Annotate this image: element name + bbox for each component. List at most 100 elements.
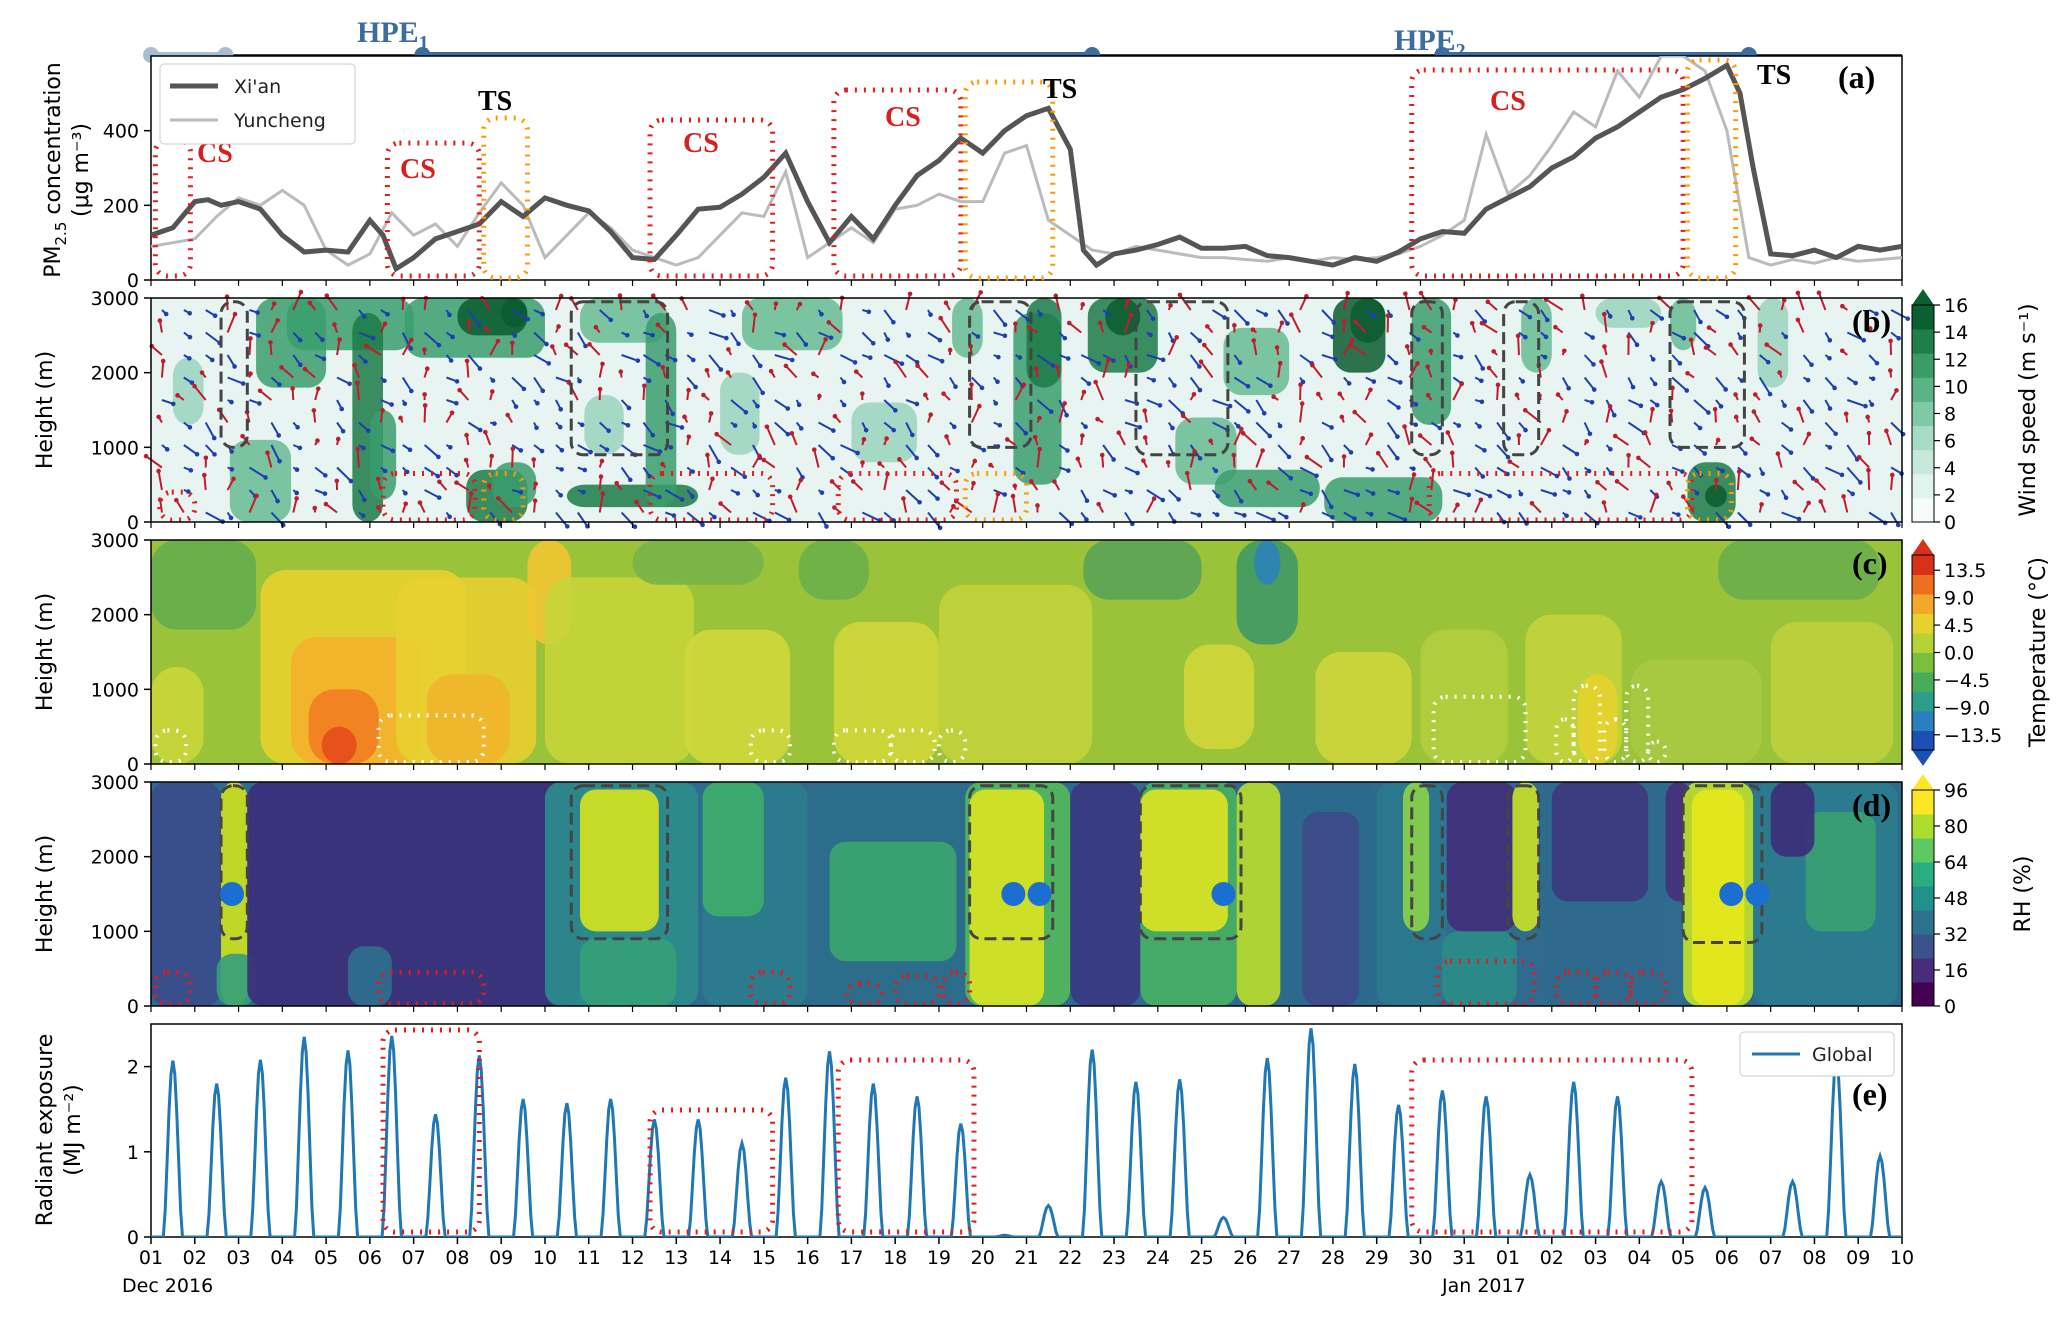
wind-vector-head (1591, 362, 1596, 367)
wind-vector (1145, 498, 1155, 513)
wind-vector-head (231, 476, 236, 482)
wind-vector-head (1266, 480, 1271, 485)
ts-annotation: TS (478, 86, 512, 117)
colorbar-tick-label: −13.5 (1944, 725, 2002, 747)
wind-vector-head (1574, 451, 1580, 457)
wind-vector-head (1869, 402, 1875, 407)
jan-2017-label: Jan 2017 (1441, 1275, 1526, 1297)
wind-vector (1496, 384, 1499, 401)
wind-vector (401, 376, 413, 392)
wind-vector-head (1728, 342, 1733, 347)
rh-patch (1446, 782, 1517, 932)
wind-vector-head (1128, 489, 1134, 495)
wind-vector-head (1151, 377, 1157, 383)
wind-vector (1321, 489, 1333, 508)
wind-vector (1080, 354, 1100, 365)
wind-vector (970, 405, 981, 423)
wind-vector (1416, 501, 1432, 514)
wind-vector-head (744, 300, 750, 305)
wind-vector-head (1449, 450, 1455, 456)
colorbar-tick-label: 0 (1944, 512, 1956, 534)
wind-vector-head (1250, 327, 1256, 332)
wind-vector-head (1310, 362, 1315, 368)
wind-vector-head (1237, 360, 1243, 366)
humid-event-box (1410, 784, 1444, 941)
cs-box (748, 969, 793, 1007)
wind-vector (883, 473, 889, 491)
wind-vector-head (1271, 394, 1276, 399)
ytick-label: 0 (127, 754, 139, 776)
wind-vector-head (436, 495, 442, 500)
wind-vector-head (1402, 424, 1407, 429)
wind-vector-head (347, 381, 352, 387)
wind-vector-head (454, 379, 460, 384)
colorbar-tick-label: 16 (1944, 960, 1968, 982)
wind-vector-head (1368, 512, 1374, 517)
wind-vector-head (1792, 479, 1798, 485)
wind-vector-head (732, 423, 738, 428)
wind-vector (1058, 403, 1066, 423)
wind-vector-head (782, 342, 787, 347)
wind-vector-head (1480, 366, 1486, 371)
xtick-label: 29 (1365, 1247, 1389, 1269)
wind-vector (1781, 511, 1800, 520)
wind-vector (1846, 466, 1862, 484)
wind-vector (939, 317, 951, 334)
wind-vector-head (579, 422, 585, 428)
wind-vector-head (593, 324, 599, 330)
wind-vector (840, 354, 856, 364)
wind-vector-head (1650, 406, 1655, 412)
wind-vector (576, 511, 589, 527)
wind-vector-head (1142, 408, 1148, 413)
wind-vector-head (382, 468, 388, 474)
wind-vector-head (1841, 494, 1846, 499)
wind-vector-head (1304, 454, 1310, 460)
wind-vector-head (981, 447, 987, 453)
xtick-label: 19 (927, 1247, 951, 1269)
wind-vector-head (1004, 437, 1010, 442)
xtick-label: 14 (708, 1247, 732, 1269)
wind-vector-head (1724, 314, 1730, 320)
wind-vector-head (1479, 378, 1484, 384)
wind-vector-head (1863, 403, 1868, 409)
wind-vector-head (1017, 355, 1023, 360)
colorbar-extend (1912, 774, 1934, 790)
wind-vector (533, 331, 548, 345)
wind-vector-head (194, 451, 200, 457)
wind-vector-head (1037, 415, 1042, 421)
wind-vector-head (403, 501, 409, 507)
wind-vector (1846, 399, 1866, 408)
wind-vector-head (724, 335, 729, 341)
wind-vector-head (540, 311, 545, 317)
wind-vector-head (525, 316, 531, 322)
wind-vector (905, 489, 921, 503)
wind-vector-head (257, 388, 263, 394)
wind-vector-head (1066, 320, 1072, 326)
wind-speed-patch (1324, 477, 1443, 522)
cs-box (380, 1027, 482, 1235)
wind-vector-head (1415, 361, 1420, 366)
wind-vector (1649, 494, 1658, 513)
wind-vector (1474, 489, 1491, 498)
panel-d: (d) Height (m) 0 1000 2000 3000 (33, 772, 1903, 1018)
wind-vector-head (380, 407, 385, 413)
wind-vector-head (335, 436, 341, 442)
ytick-label: 3000 (91, 288, 139, 310)
wind-vector-head (1052, 479, 1057, 484)
colorbar-tick-label: −4.5 (1944, 670, 1990, 692)
wind-vector-head (1048, 409, 1054, 415)
colorbar-extend (1912, 539, 1934, 555)
wind-vector-head (212, 452, 217, 457)
wind-speed-patch (1595, 298, 1662, 328)
colorbar-segment (1912, 958, 1934, 983)
wind-vector-head (1013, 321, 1018, 326)
wind-vector (1012, 495, 1017, 513)
wind-vector-head (382, 321, 388, 327)
xtick-label: 27 (1277, 1247, 1301, 1269)
wind-vector-head (1777, 370, 1782, 375)
panel-a-ylabel: PM2.5 concentration (41, 62, 70, 277)
wind-vector-head (690, 494, 695, 499)
colorbar-rh-label: RH (%) (2011, 856, 2036, 933)
inversion-box (1624, 683, 1651, 764)
wind-vector-head (1197, 338, 1203, 344)
